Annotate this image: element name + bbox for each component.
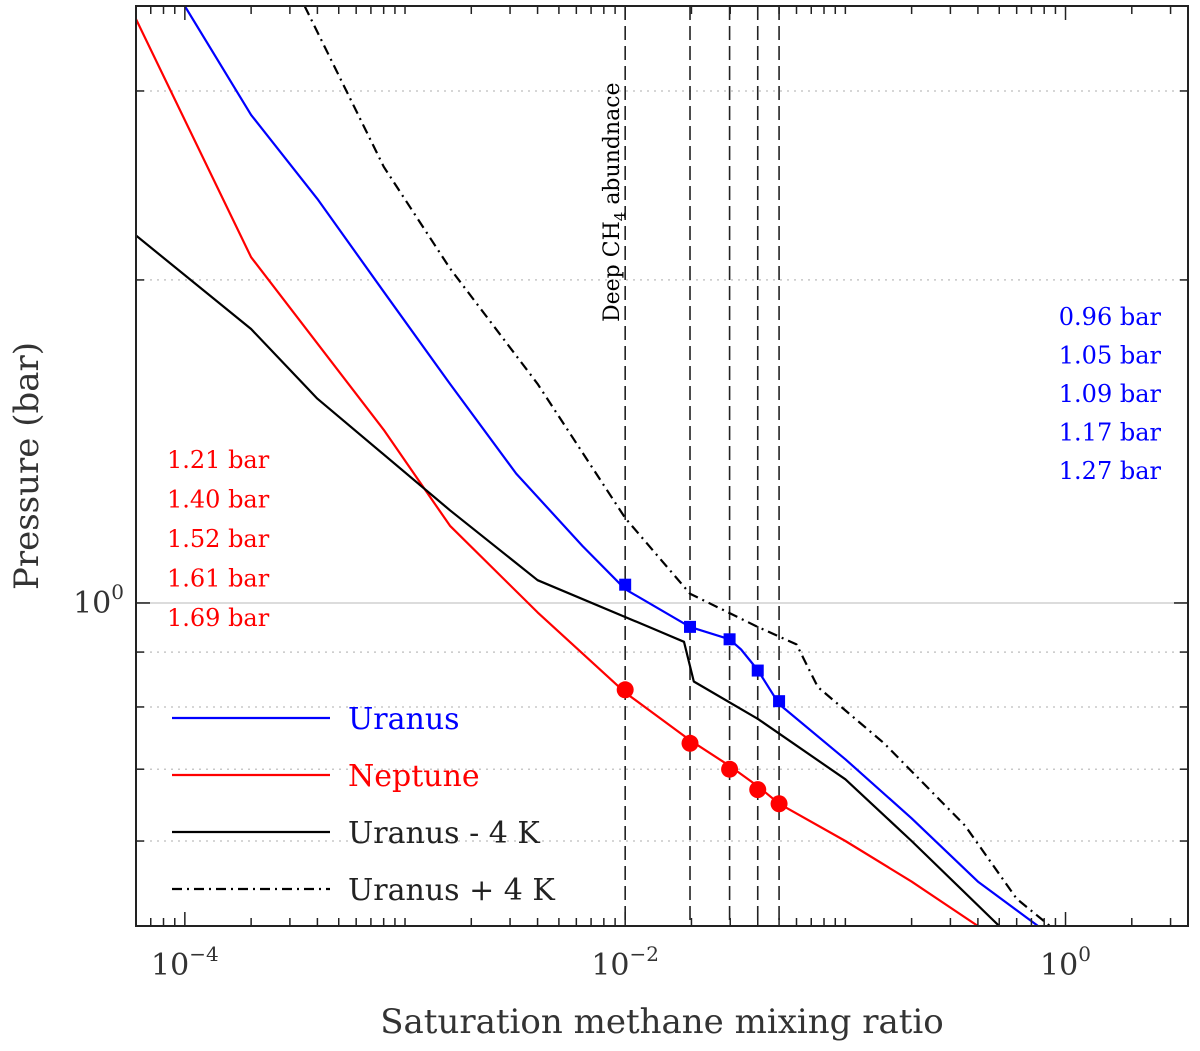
x-axis-label: Saturation methane mixing ratio — [380, 1002, 944, 1042]
x-tick-label: 10−2 — [591, 942, 659, 983]
uranus-pressure-annotation: 0.96 bar — [1059, 303, 1162, 331]
uranus-marker — [684, 620, 697, 633]
uranus-pressure-annotation: 1.17 bar — [1059, 419, 1162, 447]
uranus-pressure-annotations: 0.96 bar 1.05 bar 1.09 bar 1.17 bar 1.27 bar — [1059, 303, 1162, 485]
deep-ch4-label: Deep CH4 abundnace — [600, 82, 629, 322]
neptune-marker — [770, 795, 788, 813]
y-tick-label: 100 — [73, 580, 124, 621]
tick-labels: 10−4 10−2 100 100 — [73, 580, 1091, 983]
series-lines — [136, 6, 1051, 926]
uranus-marker — [723, 633, 736, 646]
uranus-pressure-annotation: 1.05 bar — [1059, 342, 1162, 370]
legend-entry-label: Uranus - 4 K — [348, 816, 540, 851]
neptune-marker — [681, 734, 699, 752]
legend: Uranus Neptune Uranus - 4 K Uranus + 4 K — [172, 702, 555, 908]
neptune-marker — [721, 760, 739, 778]
neptune-pressure-annotation: 1.40 bar — [167, 486, 270, 514]
uranus-pressure-annotation: 1.09 bar — [1059, 380, 1162, 408]
neptune-pressure-annotation: 1.52 bar — [167, 525, 270, 553]
axes-box — [135, 5, 1189, 927]
uranus-pressure-annotation: 1.27 bar — [1059, 457, 1162, 485]
neptune-pressure-annotation: 1.61 bar — [167, 565, 270, 593]
legend-entry-label: Uranus — [348, 702, 460, 737]
deep-ch4-label-subscript: 4 — [611, 212, 629, 222]
uranus-marker — [751, 664, 764, 677]
axis-ticks — [135, 6, 1188, 927]
y-axis-label: Pressure (bar) — [7, 342, 47, 590]
neptune-pressure-annotation: 1.21 bar — [167, 446, 270, 474]
neptune-marker — [749, 781, 767, 799]
neptune-marker — [616, 681, 634, 699]
deep-ch4-label-prefix: Deep CH — [600, 221, 625, 322]
data-markers — [616, 578, 788, 813]
series-line-uranus-4-k — [136, 234, 1000, 926]
legend-entry-label: Uranus + 4 K — [348, 873, 555, 908]
x-tick-label: 100 — [1040, 942, 1091, 983]
uranus-marker — [773, 695, 786, 708]
neptune-pressure-annotations: 1.21 bar 1.40 bar 1.52 bar 1.61 bar 1.69 bar — [167, 446, 270, 632]
neptune-pressure-annotation: 1.69 bar — [167, 604, 270, 632]
grid-lines — [136, 90, 1188, 927]
uranus-marker — [619, 578, 632, 591]
deep-ch4-label-suffix: abundnace — [600, 82, 625, 211]
x-tick-label: 10−4 — [151, 942, 219, 983]
legend-entry-label: Neptune — [348, 759, 480, 794]
